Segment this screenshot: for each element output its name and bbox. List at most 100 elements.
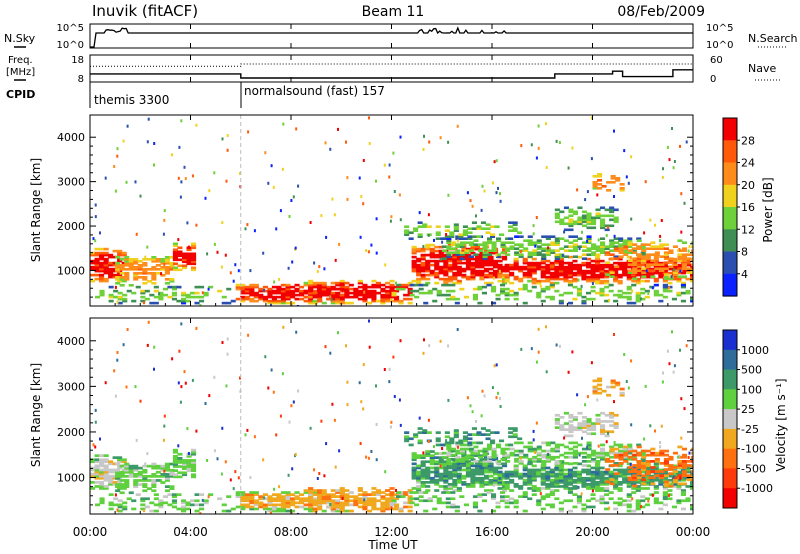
echo-e-power-cell xyxy=(330,285,336,289)
echo-h-power-cell xyxy=(518,277,524,281)
speckle-power-cell xyxy=(499,192,501,196)
echo-m-velocity-cell xyxy=(540,495,546,498)
echo-h-velocity-cell xyxy=(604,470,610,474)
echo-a-velocity-cell xyxy=(94,481,100,484)
echo-i-power-cell xyxy=(554,255,560,258)
echo-i-velocity-cell xyxy=(468,449,474,453)
echo-i-velocity-cell xyxy=(586,441,592,445)
echo-g-velocity-cell xyxy=(465,464,471,468)
echo-g-power-cell xyxy=(425,247,431,251)
echo-f-velocity-cell xyxy=(308,491,314,494)
echo-b-power-cell xyxy=(169,280,175,283)
echo-d-power-cell xyxy=(158,291,164,295)
echo-f-velocity-cell xyxy=(321,493,327,496)
echo-h-power-cell xyxy=(581,263,587,267)
echo-l-velocity-cell xyxy=(659,476,665,480)
echo-j-power-cell xyxy=(453,223,459,226)
echo-m-power-cell xyxy=(558,293,564,297)
echo-b-power-cell xyxy=(115,268,121,271)
echo-k-velocity-cell xyxy=(572,428,578,431)
echo-i-power-cell xyxy=(622,243,628,246)
echo-g-power-cell xyxy=(470,275,476,279)
echo-h-velocity-cell xyxy=(690,481,693,484)
echo-h-velocity-cell xyxy=(671,483,677,486)
speckle-velocity-cell xyxy=(313,468,316,472)
echo-h-power-cell xyxy=(595,275,601,279)
echo-h-velocity-cell xyxy=(558,462,564,466)
echo-b-power-cell xyxy=(164,270,170,273)
echo-l-power-cell xyxy=(645,263,651,266)
echo-h-velocity-cell xyxy=(685,470,691,474)
echo-h-velocity-cell xyxy=(685,466,691,470)
echo-e-velocity-cell xyxy=(276,499,282,503)
echo-i-velocity-cell xyxy=(518,451,524,455)
echo-m-velocity-cell xyxy=(662,491,668,494)
speckle-power-cell xyxy=(249,269,252,273)
echo-g-velocity-cell xyxy=(474,478,480,482)
speckle-velocity-cell xyxy=(493,364,496,368)
echo-c-power-cell xyxy=(182,252,188,256)
echo-e-velocity-cell xyxy=(285,497,291,501)
echo-f-power-cell xyxy=(357,285,363,289)
echo-h-velocity-cell xyxy=(567,483,573,486)
echo-l-power-cell xyxy=(691,249,693,252)
echo-a-velocity-cell xyxy=(117,466,123,470)
echo-e-velocity-cell xyxy=(249,507,255,511)
echo-m-power-cell xyxy=(690,297,693,301)
echo-m-power-cell xyxy=(599,289,605,293)
echo-i-velocity-cell xyxy=(491,449,497,453)
echo-g-velocity-cell xyxy=(411,470,417,474)
echo-i-velocity-cell xyxy=(518,462,524,465)
echo-h-velocity-cell xyxy=(531,470,537,474)
echo-l-power-cell xyxy=(681,253,687,256)
echo-f-velocity-cell xyxy=(353,501,359,505)
echo-g-velocity-cell xyxy=(484,466,490,470)
echo-g-velocity-cell xyxy=(456,466,462,470)
speckle-power-cell xyxy=(163,218,166,222)
speckle-power-cell xyxy=(287,266,290,270)
speckle-power-cell xyxy=(422,245,425,248)
echo-j-velocity-cell xyxy=(422,429,428,432)
echo-l-velocity-cell xyxy=(654,453,660,457)
echo-k-velocity-cell xyxy=(568,413,574,417)
echo-m-velocity-cell xyxy=(481,493,487,496)
echo-f-velocity-cell xyxy=(398,493,404,496)
echo-e-power-cell xyxy=(290,295,296,299)
echo-l-velocity-cell xyxy=(627,449,633,453)
echo-l-velocity-cell xyxy=(663,457,669,461)
echo-c-velocity-cell xyxy=(172,465,178,468)
echo-i-velocity-cell xyxy=(568,447,574,451)
echo-m-velocity-cell xyxy=(613,501,619,505)
echo-l-power-cell xyxy=(681,265,687,268)
echo-i-velocity-cell xyxy=(640,451,646,455)
speckle-velocity-cell xyxy=(153,367,155,371)
echo-d-velocity-cell xyxy=(203,499,209,503)
speckle-velocity-cell xyxy=(427,418,430,422)
echo-g-velocity-cell xyxy=(484,489,490,492)
echo-g-velocity-cell xyxy=(470,458,476,462)
echo-h-velocity-cell xyxy=(595,468,601,472)
echo-h-velocity-cell xyxy=(536,470,542,474)
echo-h-power-cell xyxy=(563,261,569,265)
echo-m-power-cell xyxy=(604,299,610,303)
echo-i-power-cell xyxy=(550,241,556,244)
echo-h-velocity-cell xyxy=(604,476,610,480)
speckle-velocity-cell xyxy=(375,423,378,426)
speckle-power-cell xyxy=(383,163,386,167)
echo-e-velocity-cell xyxy=(280,495,286,498)
echo-d-power-cell xyxy=(126,289,132,293)
echo-m-power-cell xyxy=(572,297,578,301)
echo-g-velocity-cell xyxy=(470,474,476,478)
echo-g-power-cell xyxy=(447,263,453,267)
echo-g-power-cell xyxy=(434,249,440,253)
echo-l-velocity-cell xyxy=(677,464,683,467)
echo-l-power-cell xyxy=(641,257,647,260)
echo-g-velocity-cell xyxy=(502,483,508,486)
echo-m-power-cell xyxy=(586,297,592,301)
echo-i-power-cell xyxy=(468,255,474,258)
echo-g-velocity-cell xyxy=(438,478,444,482)
echo-g-velocity-cell xyxy=(461,462,467,466)
echo-g-power-cell xyxy=(493,261,499,265)
echo-i-velocity-cell xyxy=(536,451,542,455)
speckle-power-cell xyxy=(177,238,180,242)
